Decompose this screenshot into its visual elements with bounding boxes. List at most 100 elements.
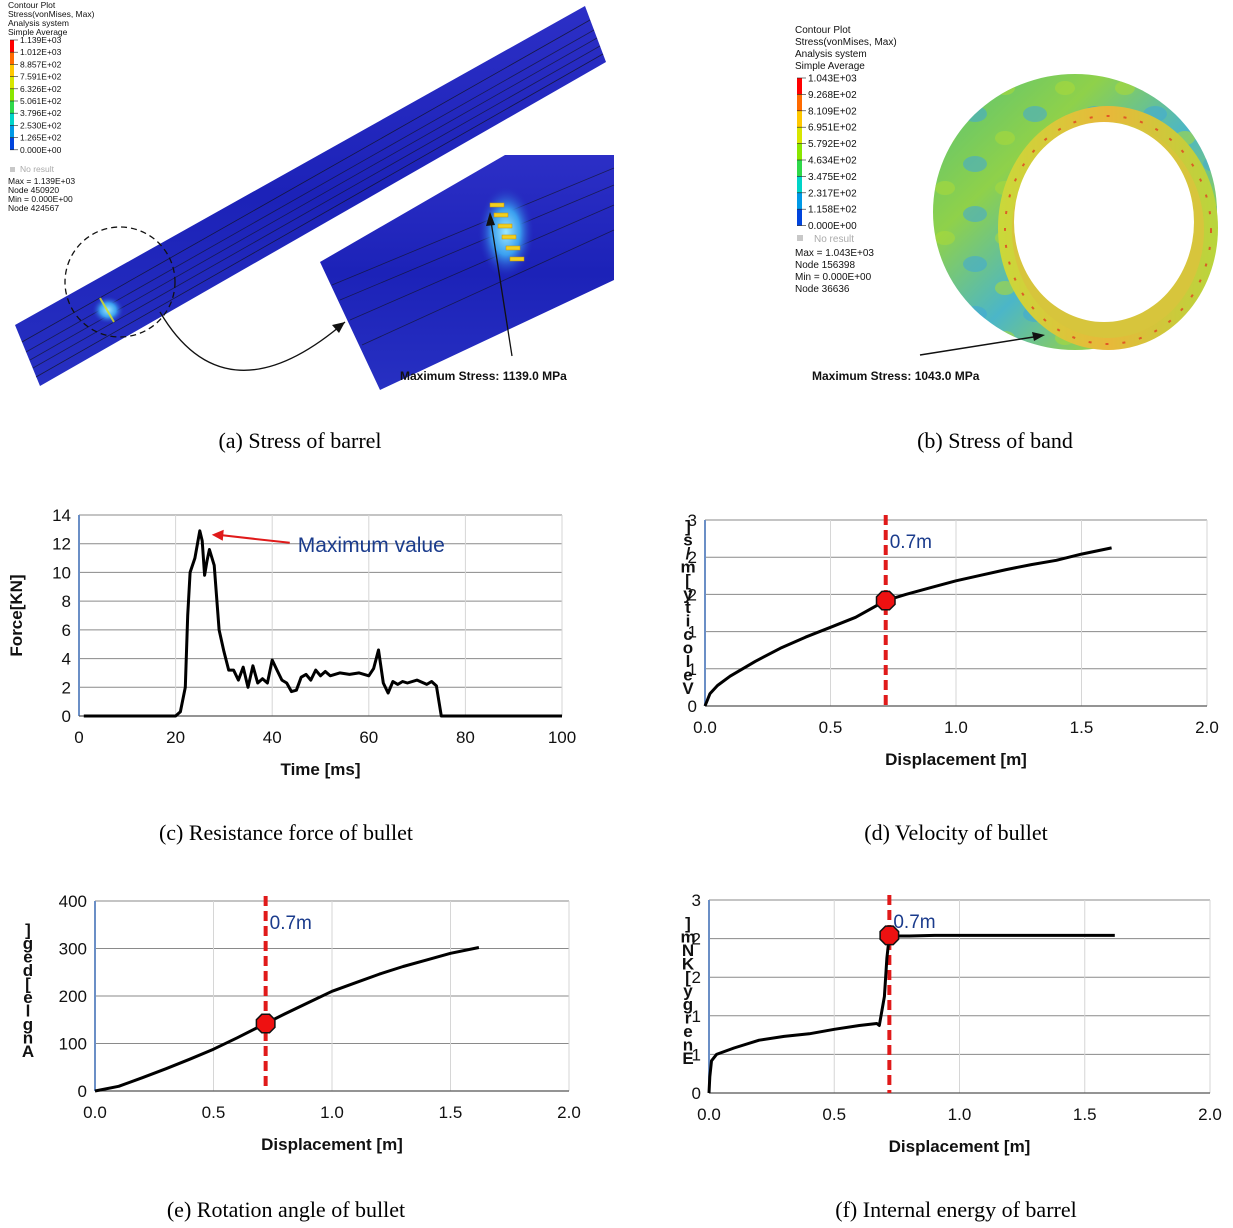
legend-level-label: 3.796E+02: [20, 108, 62, 118]
x-axis-title: Time [ms]: [281, 760, 361, 779]
x-tick-label: 1.0: [948, 1105, 972, 1124]
legend-color-band: [797, 110, 802, 128]
legend-level-label: 0.000E+00: [20, 145, 62, 155]
legend-a-footer-3: Min = 0.000E+00: [8, 194, 73, 204]
caption-d: (d) Velocity of bullet: [864, 820, 1048, 845]
x-tick-label: 1.5: [1070, 718, 1094, 737]
y-tick-label: 1: [692, 1045, 701, 1064]
caption-c: (c) Resistance force of bullet: [158, 820, 414, 845]
caption-e: (e) Rotation angle of bullet: [166, 1197, 406, 1222]
y-tick-label: 4: [62, 650, 71, 669]
x-tick-label: 80: [456, 728, 475, 747]
caption-b: (b) Stress of band: [917, 428, 1073, 453]
legend-color-band: [797, 192, 802, 210]
x-axis-title: Displacement [m]: [261, 1135, 403, 1154]
x-tick-label: 2.0: [557, 1103, 581, 1122]
legend-level-label: 8.109E+02: [808, 106, 857, 117]
y-tick-label: 300: [59, 940, 87, 959]
legend-a-footer-2: Node 450920: [8, 185, 59, 195]
max-value-annotation: Maximum value: [298, 534, 445, 557]
intersection-marker: [879, 925, 900, 946]
y-tick-label: 2: [692, 968, 701, 987]
legend-level-label: 2.530E+02: [20, 120, 62, 130]
x-tick-label: 0.5: [202, 1103, 226, 1122]
series-line: [707, 933, 1115, 1094]
y-tick-label: 6: [62, 621, 71, 640]
legend-level-label: 1.139E+03: [20, 35, 62, 45]
legend-a-header-1: Contour Plot: [8, 0, 56, 10]
x-tick-label: 1.0: [944, 718, 968, 737]
no-result-swatch: [797, 235, 803, 241]
series-line: [703, 546, 1112, 707]
legend-level-label: 0.000E+00: [808, 221, 857, 232]
panel-a: Contour Plot Stress(vonMises, Max) Analy…: [8, 0, 615, 390]
chart-internal-energy: 0 1 1 2 2 3 0.0 0.5 1.0 1.5 2.0 Displacement [m]] m N…: [680, 891, 1221, 1156]
series-line: [83, 529, 562, 718]
legend-color-band: [797, 160, 802, 177]
barrel-mesh: [15, 6, 606, 386]
x-tick-label: 0: [74, 728, 83, 747]
legend-color-band: [10, 40, 14, 53]
legend-level-label: 9.268E+02: [808, 90, 857, 101]
legend-a-header-3: Analysis system: [8, 18, 69, 28]
legend-a-colorbar: 1.139E+03 1.012E+03 8.857E+02 7.591E+02 6.32…: [10, 35, 62, 155]
legend-a-no-result: No result: [20, 164, 55, 174]
legend-level-label: 1.012E+03: [20, 47, 62, 57]
legend-b-no-result: No result: [814, 234, 854, 245]
stress-hotspot: [489, 202, 525, 262]
legend-color-band: [10, 52, 14, 65]
y-tick-label: 1: [688, 660, 697, 679]
y-tick-label: 1: [692, 1007, 701, 1026]
max-stress-label-b: Maximum Stress: 1043.0 MPa: [812, 369, 980, 383]
legend-color-band: [10, 101, 14, 114]
legend-color-band: [797, 78, 802, 95]
caption-a: (a) Stress of barrel: [218, 428, 382, 453]
chart-rotation-angle: 0 100 200 300 400 0.0 0.5 1.0 1.5 2.0 Displacement…: [22, 892, 581, 1154]
legend-a-footer-4: Node 424567: [8, 203, 59, 213]
x-tick-label: 2.0: [1195, 718, 1219, 737]
displacement-marker-label: 0.7m: [893, 912, 935, 933]
x-tick-label: 2.0: [1198, 1105, 1222, 1124]
legend-level-label: 2.317E+02: [808, 188, 857, 199]
intersection-marker: [875, 590, 896, 611]
legend-level-label: 1.158E+02: [808, 205, 857, 216]
max-stress-label-a: Maximum Stress: 1139.0 MPa: [400, 369, 567, 383]
legend-b: Contour Plot Stress(vonMises, Max) Analy…: [795, 25, 897, 295]
legend-color-band: [797, 94, 802, 111]
legend-color-band: [10, 76, 14, 89]
y-tick-label: 2: [688, 548, 697, 567]
legend-color-band: [10, 137, 14, 150]
y-tick-label: 0: [692, 1084, 701, 1103]
legend-b-footer-3: Min = 0.000E+00: [795, 272, 872, 283]
x-tick-label: 0.5: [822, 1105, 846, 1124]
y-tick-label: 100: [59, 1035, 87, 1054]
x-tick-label: 0.5: [819, 718, 843, 737]
x-axis-title: Displacement [m]: [885, 750, 1027, 769]
legend-level-label: 3.475E+02: [808, 172, 857, 183]
detail-arrow: [159, 311, 346, 371]
y-tick-label: 1: [688, 623, 697, 642]
x-tick-label: 0.0: [693, 718, 717, 737]
x-tick-label: 60: [359, 728, 378, 747]
y-axis-title: ] g e d[e l g n A: [22, 920, 34, 1061]
legend-color-band: [797, 209, 802, 226]
legend-level-label: 1.043E+03: [808, 74, 857, 85]
y-tick-label: 0: [78, 1082, 87, 1101]
y-axis-title: ] m N K[y g r e n E: [680, 914, 695, 1068]
barrel-zoom-inset: Maximum Stress: 1139.0 MPa: [320, 155, 615, 390]
y-tick-label: 3: [692, 891, 701, 910]
max-stress-pointer-b: [919, 335, 1041, 356]
legend-a: Contour Plot Stress(vonMises, Max) Analy…: [8, 0, 95, 213]
x-tick-label: 0.0: [697, 1105, 721, 1124]
chart-resistance-force: 0 2 4 6 8 10 12 14 0 20 40 60 80 100 Time [ms] Force[KN…: [7, 506, 576, 779]
y-tick-label: 200: [59, 987, 87, 1006]
y-tick-label: 2: [692, 930, 701, 949]
legend-b-footer-2: Node 156398: [795, 260, 855, 271]
x-tick-label: 100: [548, 728, 576, 747]
legend-a-header-4: Simple Average: [8, 27, 68, 37]
y-tick-label: 400: [59, 892, 87, 911]
intersection-marker: [255, 1013, 276, 1034]
legend-color-band: [797, 176, 802, 193]
x-tick-label: 1.5: [1073, 1105, 1097, 1124]
